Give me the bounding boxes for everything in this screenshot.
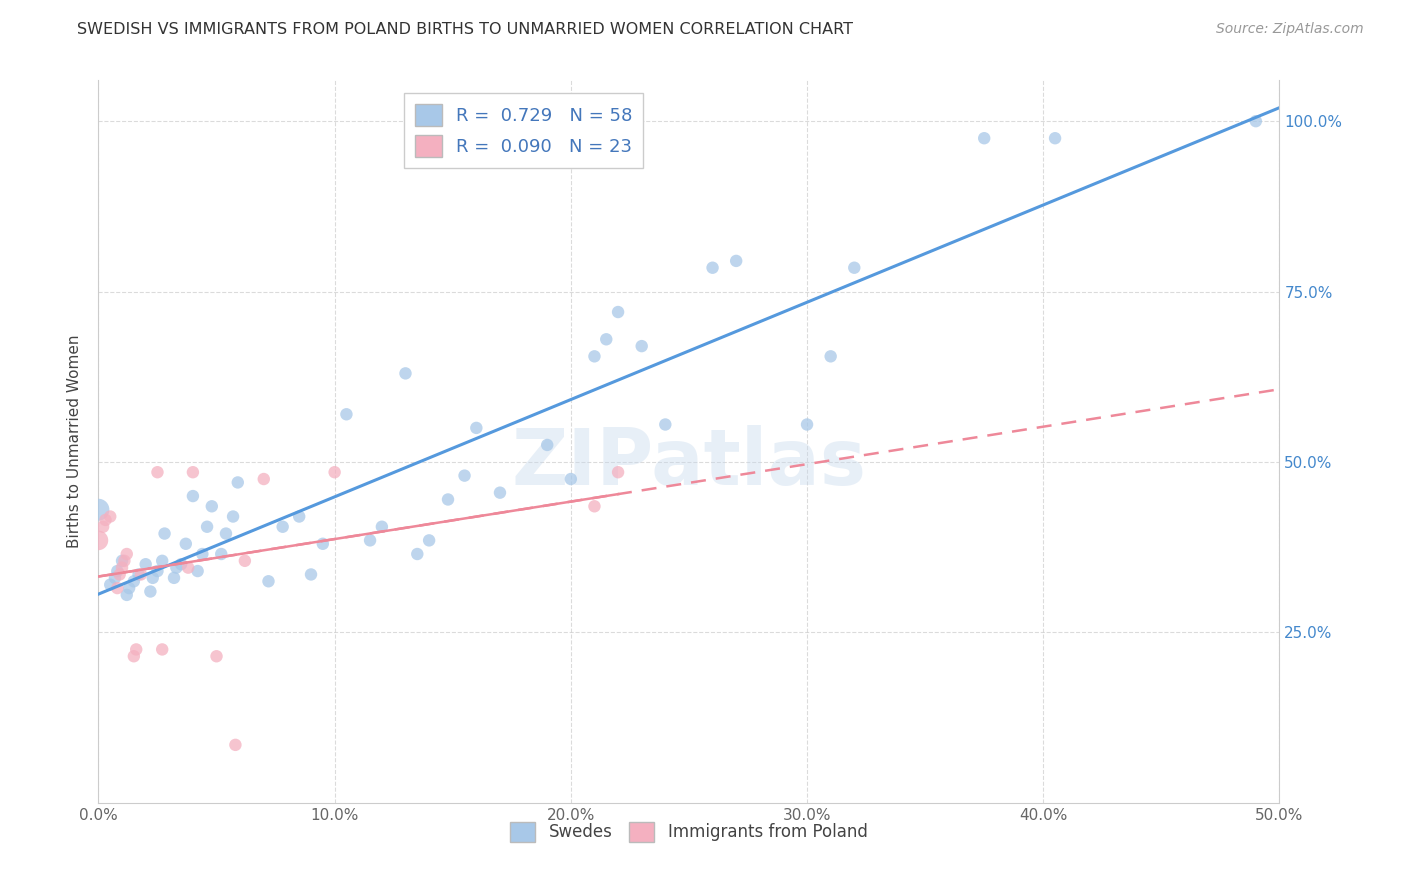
Point [323, 465, 346, 479]
Point [536, 438, 558, 452]
Point [371, 520, 394, 534]
Point [233, 554, 256, 568]
Point [146, 465, 169, 479]
Point [725, 254, 748, 268]
Point [112, 554, 135, 568]
Point [104, 571, 127, 585]
Point [105, 581, 128, 595]
Point [105, 564, 128, 578]
Point [128, 567, 150, 582]
Point [222, 509, 245, 524]
Point [170, 558, 193, 572]
Point [111, 560, 134, 574]
Point [418, 533, 440, 548]
Point [654, 417, 676, 432]
Point [87, 502, 110, 516]
Text: ZIPatlas: ZIPatlas [512, 425, 866, 501]
Point [174, 537, 197, 551]
Point [465, 421, 488, 435]
Point [129, 567, 152, 582]
Point [271, 520, 294, 534]
Point [115, 588, 138, 602]
Point [453, 468, 475, 483]
Point [224, 738, 246, 752]
Point [253, 472, 276, 486]
Point [98, 509, 121, 524]
Point [299, 567, 322, 582]
Point [187, 564, 209, 578]
Point [153, 526, 176, 541]
Point [115, 547, 138, 561]
Y-axis label: Births to Unmarried Women: Births to Unmarried Women [67, 334, 83, 549]
Point [139, 584, 162, 599]
Point [150, 554, 173, 568]
Point [181, 465, 204, 479]
Point [437, 492, 460, 507]
Point [844, 260, 866, 275]
Point [583, 500, 606, 514]
Point [191, 547, 214, 561]
Point [359, 533, 381, 548]
Point [125, 642, 148, 657]
Point [312, 537, 335, 551]
Point [796, 417, 818, 432]
Point [560, 472, 582, 486]
Point [215, 526, 238, 541]
Point [118, 581, 141, 595]
Point [702, 260, 724, 275]
Point [94, 513, 117, 527]
Point [226, 475, 249, 490]
Point [257, 574, 280, 589]
Point [122, 649, 145, 664]
Point [489, 485, 512, 500]
Point [181, 489, 204, 503]
Point [122, 574, 145, 589]
Point [165, 560, 187, 574]
Text: SWEDISH VS IMMIGRANTS FROM POLAND BIRTHS TO UNMARRIED WOMEN CORRELATION CHART: SWEDISH VS IMMIGRANTS FROM POLAND BIRTHS… [77, 22, 853, 37]
Point [91, 520, 114, 534]
Point [630, 339, 652, 353]
Point [595, 332, 617, 346]
Point [201, 500, 224, 514]
Point [111, 554, 134, 568]
Point [150, 642, 173, 657]
Point [146, 564, 169, 578]
Point [87, 533, 110, 548]
Point [177, 560, 200, 574]
Point [335, 407, 357, 421]
Point [209, 547, 232, 561]
Point [288, 509, 311, 524]
Point [195, 520, 218, 534]
Point [1043, 131, 1066, 145]
Point [135, 558, 157, 572]
Point [1244, 114, 1267, 128]
Text: Source: ZipAtlas.com: Source: ZipAtlas.com [1216, 22, 1364, 37]
Point [607, 305, 630, 319]
Point [163, 571, 186, 585]
Point [205, 649, 228, 664]
Point [394, 367, 416, 381]
Legend: Swedes, Immigrants from Poland: Swedes, Immigrants from Poland [503, 815, 875, 848]
Point [406, 547, 429, 561]
Point [607, 465, 630, 479]
Point [142, 571, 165, 585]
Point [820, 349, 842, 363]
Point [108, 567, 131, 582]
Point [583, 349, 606, 363]
Point [98, 577, 121, 591]
Point [973, 131, 995, 145]
